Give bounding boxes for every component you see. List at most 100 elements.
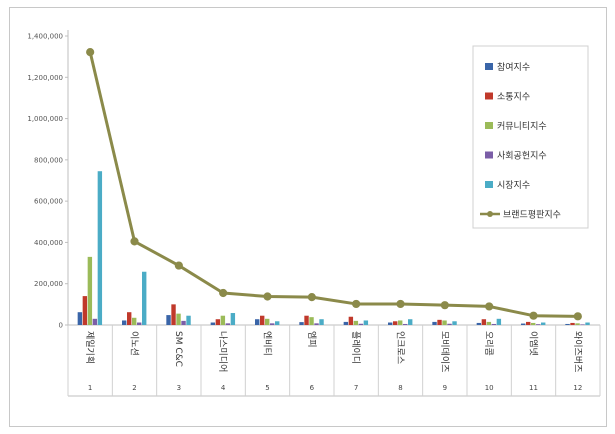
brand-index-point-10 [485, 302, 494, 311]
bar-3-9 [442, 320, 447, 325]
bar-2-7 [348, 316, 354, 325]
bar-4-8 [403, 323, 408, 325]
category-label-3: SM C&C [173, 331, 183, 367]
bar-2-6 [304, 315, 309, 325]
y-tick-label: 0 [59, 322, 63, 330]
bar-2-1 [82, 296, 88, 325]
category-label-12: 와이즈버즈 [572, 331, 584, 372]
bar-5-5 [275, 321, 280, 325]
category-index-11: 11 [529, 384, 538, 392]
category-label-5: 엔비티 [262, 331, 273, 356]
legend-label-4: 사회공헌지수 [497, 151, 547, 162]
legend-swatch-4 [485, 151, 493, 159]
brand-index-point-4 [219, 288, 228, 298]
bar-3-3 [176, 313, 181, 325]
brand-index-point-1 [86, 48, 95, 57]
brand-index-point-9 [440, 301, 449, 310]
category-index-4: 4 [221, 384, 226, 392]
brand-reputation-chart: 0 200,000 400,000 600,000 800,000 1,000,000 1,… [27, 30, 601, 397]
bar-1-1 [77, 312, 83, 325]
legend-line-marker [487, 211, 493, 217]
bar-5-2 [142, 271, 147, 325]
bar-1-11 [521, 323, 526, 325]
category-index-12: 12 [573, 384, 582, 392]
bar-3-5 [265, 318, 270, 325]
legend-label-2: 소통지수 [497, 92, 530, 103]
legend-label-3: 커뮤니티지수 [497, 121, 547, 132]
brand-index-point-2 [130, 237, 139, 246]
chart-frame: 0 200,000 400,000 600,000 800,000 1,000,000 1,… [9, 7, 607, 427]
bar-4-6 [314, 323, 319, 325]
bar-3-12 [575, 323, 580, 325]
bar-1-3 [166, 315, 171, 325]
bar-4-1 [92, 318, 98, 325]
bar-1-8 [388, 322, 393, 325]
legend-label-6: 브랜드평판지수 [503, 210, 561, 221]
legend-label-1: 참여지수 [497, 61, 530, 73]
bar-3-2 [132, 317, 137, 325]
brand-index-point-3 [174, 261, 183, 270]
bar-1-7 [343, 321, 349, 325]
category-label-7: 플레이디 [350, 331, 361, 364]
category-label-4: 나스미디어 [217, 331, 228, 372]
bar-4-3 [181, 320, 186, 325]
category-index-6: 6 [310, 384, 315, 392]
category-index-3: 3 [177, 384, 181, 392]
bar-5-8 [408, 319, 413, 325]
y-tick-label: 1,000,000 [27, 115, 63, 123]
brand-index-point-6 [307, 293, 316, 302]
bar-5-1 [97, 171, 103, 325]
category-label-8: 인크로스 [395, 331, 406, 364]
bar-4-10 [491, 323, 497, 325]
category-label-11: 이엠넷 [528, 331, 540, 356]
bar-1-2 [122, 320, 127, 325]
line-series [86, 48, 582, 321]
category-index-8: 8 [398, 384, 402, 392]
bar-2-11 [526, 321, 531, 325]
y-tick-label: 200,000 [34, 280, 63, 288]
bar-1-4 [210, 322, 216, 325]
category-index-7: 7 [354, 384, 358, 392]
bar-2-12 [570, 322, 575, 325]
bar-2-5 [260, 315, 265, 325]
bar-5-12 [585, 322, 590, 325]
brand-index-line [88, 51, 578, 318]
bar-series [77, 171, 590, 325]
bar-2-3 [171, 304, 176, 325]
y-tick-label: 600,000 [34, 198, 63, 206]
bar-5-7 [363, 320, 369, 325]
bar-4-4 [225, 323, 231, 325]
bar-5-4 [230, 313, 236, 325]
brand-index-point-12 [573, 312, 582, 321]
category-index-1: 1 [88, 384, 92, 392]
bar-3-7 [353, 320, 359, 325]
legend-box [472, 45, 589, 229]
bar-3-1 [87, 256, 93, 325]
brand-index-point-11 [529, 311, 538, 320]
bar-3-11 [531, 322, 536, 325]
bar-4-9 [447, 323, 452, 325]
bar-1-12 [565, 323, 570, 325]
bar-2-9 [437, 319, 442, 325]
category-label-6: 엠피 [306, 331, 318, 348]
category-index-5: 5 [265, 384, 269, 392]
legend-label-5: 시장지수 [497, 180, 530, 191]
bar-1-6 [299, 322, 304, 325]
legend-swatch-2 [485, 92, 493, 100]
bar-1-10 [476, 322, 482, 325]
x-axis-labels: 제일기획 1 이노션 2 SM C&C 3 나스미디어 4 엔비티 5 엠피 6 플레이디 7 인크로스 8 모… [84, 331, 584, 392]
brand-index-point-8 [396, 299, 405, 309]
bar-5-9 [452, 321, 457, 325]
category-index-10: 10 [485, 384, 494, 392]
legend-swatch-1 [485, 63, 493, 70]
bar-3-4 [220, 315, 226, 325]
brand-index-point-7 [352, 299, 361, 309]
y-tick-label: 800,000 [34, 156, 63, 164]
y-tick-label: 1,200,000 [27, 74, 63, 82]
bar-4-12 [580, 324, 585, 325]
y-tick-label: 1,400,000 [27, 33, 63, 41]
bar-3-6 [309, 317, 314, 325]
bar-5-3 [186, 315, 191, 325]
bar-4-2 [137, 322, 142, 325]
